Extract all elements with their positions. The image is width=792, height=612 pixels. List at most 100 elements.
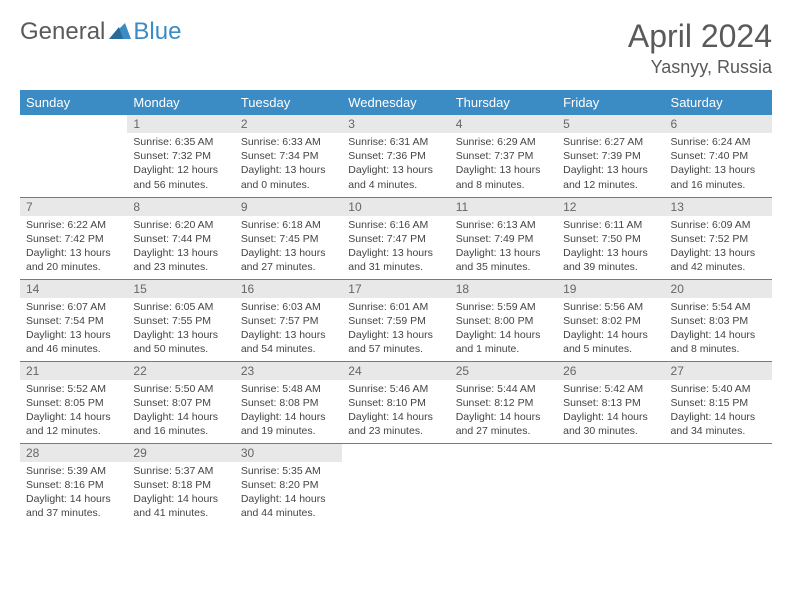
day-info: Sunrise: 6:05 AMSunset: 7:55 PMDaylight:…: [127, 298, 234, 361]
day-number: 27: [665, 362, 772, 380]
calendar-day-cell: 9Sunrise: 6:18 AMSunset: 7:45 PMDaylight…: [235, 197, 342, 279]
day-info: Sunrise: 6:33 AMSunset: 7:34 PMDaylight:…: [235, 133, 342, 196]
day-info: Sunrise: 6:16 AMSunset: 7:47 PMDaylight:…: [342, 216, 449, 279]
calendar-week-row: 28Sunrise: 5:39 AMSunset: 8:16 PMDayligh…: [20, 443, 772, 525]
day-info: Sunrise: 5:39 AMSunset: 8:16 PMDaylight:…: [20, 462, 127, 525]
day-number: 28: [20, 444, 127, 462]
day-number: 12: [557, 198, 664, 216]
day-info: Sunrise: 6:20 AMSunset: 7:44 PMDaylight:…: [127, 216, 234, 279]
day-info: Sunrise: 5:40 AMSunset: 8:15 PMDaylight:…: [665, 380, 772, 443]
calendar-day-cell: 12Sunrise: 6:11 AMSunset: 7:50 PMDayligh…: [557, 197, 664, 279]
day-number: 8: [127, 198, 234, 216]
day-number: 14: [20, 280, 127, 298]
day-number: 20: [665, 280, 772, 298]
month-title: April 2024: [628, 18, 772, 55]
calendar-day-cell: [450, 443, 557, 525]
day-info: Sunrise: 5:44 AMSunset: 8:12 PMDaylight:…: [450, 380, 557, 443]
calendar-day-cell: 30Sunrise: 5:35 AMSunset: 8:20 PMDayligh…: [235, 443, 342, 525]
day-info: Sunrise: 5:59 AMSunset: 8:00 PMDaylight:…: [450, 298, 557, 361]
day-number: 10: [342, 198, 449, 216]
calendar-week-row: 1Sunrise: 6:35 AMSunset: 7:32 PMDaylight…: [20, 115, 772, 197]
day-number: 4: [450, 115, 557, 133]
calendar-day-cell: 22Sunrise: 5:50 AMSunset: 8:07 PMDayligh…: [127, 361, 234, 443]
calendar-day-cell: [665, 443, 772, 525]
day-info: Sunrise: 6:31 AMSunset: 7:36 PMDaylight:…: [342, 133, 449, 196]
day-number: 29: [127, 444, 234, 462]
day-number: 5: [557, 115, 664, 133]
day-number: 23: [235, 362, 342, 380]
calendar-day-cell: [557, 443, 664, 525]
day-number: 2: [235, 115, 342, 133]
calendar-day-cell: 3Sunrise: 6:31 AMSunset: 7:36 PMDaylight…: [342, 115, 449, 197]
calendar-day-cell: 19Sunrise: 5:56 AMSunset: 8:02 PMDayligh…: [557, 279, 664, 361]
day-number: 21: [20, 362, 127, 380]
day-number: 11: [450, 198, 557, 216]
logo-text-general: General: [20, 18, 105, 46]
weekday-header: Monday: [127, 90, 234, 115]
day-number: 25: [450, 362, 557, 380]
day-number: 22: [127, 362, 234, 380]
calendar-day-cell: 18Sunrise: 5:59 AMSunset: 8:00 PMDayligh…: [450, 279, 557, 361]
day-number: 30: [235, 444, 342, 462]
calendar-day-cell: 28Sunrise: 5:39 AMSunset: 8:16 PMDayligh…: [20, 443, 127, 525]
calendar-day-cell: 10Sunrise: 6:16 AMSunset: 7:47 PMDayligh…: [342, 197, 449, 279]
calendar-day-cell: 26Sunrise: 5:42 AMSunset: 8:13 PMDayligh…: [557, 361, 664, 443]
day-number: 15: [127, 280, 234, 298]
day-info: Sunrise: 6:24 AMSunset: 7:40 PMDaylight:…: [665, 133, 772, 196]
calendar-day-cell: 25Sunrise: 5:44 AMSunset: 8:12 PMDayligh…: [450, 361, 557, 443]
day-info: Sunrise: 6:09 AMSunset: 7:52 PMDaylight:…: [665, 216, 772, 279]
calendar-day-cell: 21Sunrise: 5:52 AMSunset: 8:05 PMDayligh…: [20, 361, 127, 443]
calendar-day-cell: 23Sunrise: 5:48 AMSunset: 8:08 PMDayligh…: [235, 361, 342, 443]
calendar-day-cell: 6Sunrise: 6:24 AMSunset: 7:40 PMDaylight…: [665, 115, 772, 197]
calendar-day-cell: [342, 443, 449, 525]
calendar-day-cell: 11Sunrise: 6:13 AMSunset: 7:49 PMDayligh…: [450, 197, 557, 279]
header: General Blue April 2024 Yasnyy, Russia: [20, 18, 772, 78]
day-number: 17: [342, 280, 449, 298]
calendar-day-cell: 13Sunrise: 6:09 AMSunset: 7:52 PMDayligh…: [665, 197, 772, 279]
day-number: 9: [235, 198, 342, 216]
logo-triangle-icon: [109, 21, 131, 44]
day-number: 19: [557, 280, 664, 298]
calendar-week-row: 21Sunrise: 5:52 AMSunset: 8:05 PMDayligh…: [20, 361, 772, 443]
calendar-table: Sunday Monday Tuesday Wednesday Thursday…: [20, 90, 772, 525]
calendar-day-cell: 5Sunrise: 6:27 AMSunset: 7:39 PMDaylight…: [557, 115, 664, 197]
day-number: 18: [450, 280, 557, 298]
day-info: Sunrise: 6:01 AMSunset: 7:59 PMDaylight:…: [342, 298, 449, 361]
weekday-header-row: Sunday Monday Tuesday Wednesday Thursday…: [20, 90, 772, 115]
weekday-header: Friday: [557, 90, 664, 115]
day-info: Sunrise: 5:54 AMSunset: 8:03 PMDaylight:…: [665, 298, 772, 361]
day-info: Sunrise: 5:48 AMSunset: 8:08 PMDaylight:…: [235, 380, 342, 443]
day-number: 3: [342, 115, 449, 133]
weekday-header: Thursday: [450, 90, 557, 115]
day-info: Sunrise: 6:27 AMSunset: 7:39 PMDaylight:…: [557, 133, 664, 196]
day-number: 26: [557, 362, 664, 380]
calendar-day-cell: 27Sunrise: 5:40 AMSunset: 8:15 PMDayligh…: [665, 361, 772, 443]
calendar-day-cell: 7Sunrise: 6:22 AMSunset: 7:42 PMDaylight…: [20, 197, 127, 279]
calendar-body: 1Sunrise: 6:35 AMSunset: 7:32 PMDaylight…: [20, 115, 772, 525]
day-number: 16: [235, 280, 342, 298]
day-info: Sunrise: 6:35 AMSunset: 7:32 PMDaylight:…: [127, 133, 234, 196]
calendar-day-cell: [20, 115, 127, 197]
weekday-header: Wednesday: [342, 90, 449, 115]
logo: General Blue: [20, 18, 181, 46]
day-info: Sunrise: 5:37 AMSunset: 8:18 PMDaylight:…: [127, 462, 234, 525]
day-number: 7: [20, 198, 127, 216]
day-info: Sunrise: 6:11 AMSunset: 7:50 PMDaylight:…: [557, 216, 664, 279]
day-info: Sunrise: 6:03 AMSunset: 7:57 PMDaylight:…: [235, 298, 342, 361]
location: Yasnyy, Russia: [628, 57, 772, 78]
day-info: Sunrise: 5:35 AMSunset: 8:20 PMDaylight:…: [235, 462, 342, 525]
day-number: 1: [127, 115, 234, 133]
weekday-header: Saturday: [665, 90, 772, 115]
weekday-header: Sunday: [20, 90, 127, 115]
calendar-day-cell: 1Sunrise: 6:35 AMSunset: 7:32 PMDaylight…: [127, 115, 234, 197]
day-number: 24: [342, 362, 449, 380]
day-info: Sunrise: 6:22 AMSunset: 7:42 PMDaylight:…: [20, 216, 127, 279]
title-block: April 2024 Yasnyy, Russia: [628, 18, 772, 78]
calendar-day-cell: 8Sunrise: 6:20 AMSunset: 7:44 PMDaylight…: [127, 197, 234, 279]
day-info: Sunrise: 6:07 AMSunset: 7:54 PMDaylight:…: [20, 298, 127, 361]
calendar-day-cell: 20Sunrise: 5:54 AMSunset: 8:03 PMDayligh…: [665, 279, 772, 361]
calendar-week-row: 7Sunrise: 6:22 AMSunset: 7:42 PMDaylight…: [20, 197, 772, 279]
day-info: Sunrise: 5:52 AMSunset: 8:05 PMDaylight:…: [20, 380, 127, 443]
calendar-day-cell: 16Sunrise: 6:03 AMSunset: 7:57 PMDayligh…: [235, 279, 342, 361]
day-info: Sunrise: 6:13 AMSunset: 7:49 PMDaylight:…: [450, 216, 557, 279]
